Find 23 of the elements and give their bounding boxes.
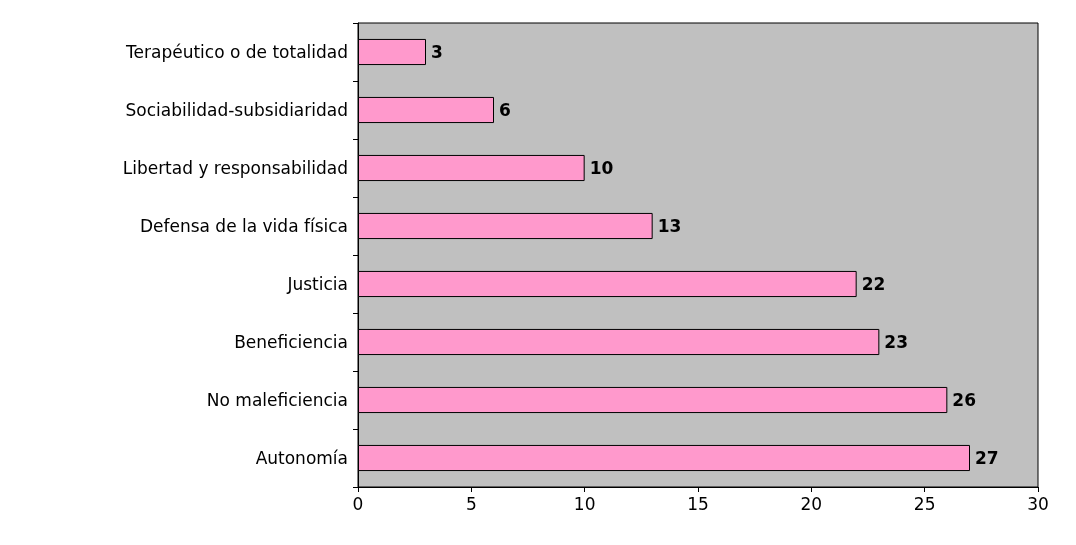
x-tick-label: 20 — [800, 493, 823, 514]
data-label: 22 — [861, 274, 886, 294]
y-tick-label: Justicia — [286, 274, 348, 294]
y-tick-label: Terapéutico o de totalidad — [125, 42, 348, 62]
data-label: 23 — [884, 332, 909, 352]
data-label: 26 — [952, 390, 977, 410]
data-label: 3 — [431, 42, 443, 62]
x-tick-label: 10 — [573, 493, 596, 514]
data-label: 10 — [589, 158, 614, 178]
x-tick-label: 0 — [352, 493, 364, 514]
y-tick-label: Autonomía — [255, 448, 348, 468]
y-tick-label: Sociabilidad-subsidiaridad — [125, 100, 348, 120]
data-label: 27 — [975, 448, 999, 468]
x-tick-label: 5 — [465, 493, 477, 514]
y-tick-label: Beneficiencia — [234, 332, 348, 352]
x-tick-label: 15 — [687, 493, 709, 514]
y-tick-label: No maleficiencia — [206, 390, 348, 410]
y-tick-label: Defensa de la vida física — [139, 216, 348, 236]
x-tick-label: 25 — [913, 493, 936, 514]
y-tick-label: Libertad y responsabilidad — [122, 158, 348, 178]
x-tick-label: 30 — [1027, 493, 1049, 514]
data-label: 6 — [499, 100, 511, 120]
data-label: 13 — [657, 216, 682, 236]
